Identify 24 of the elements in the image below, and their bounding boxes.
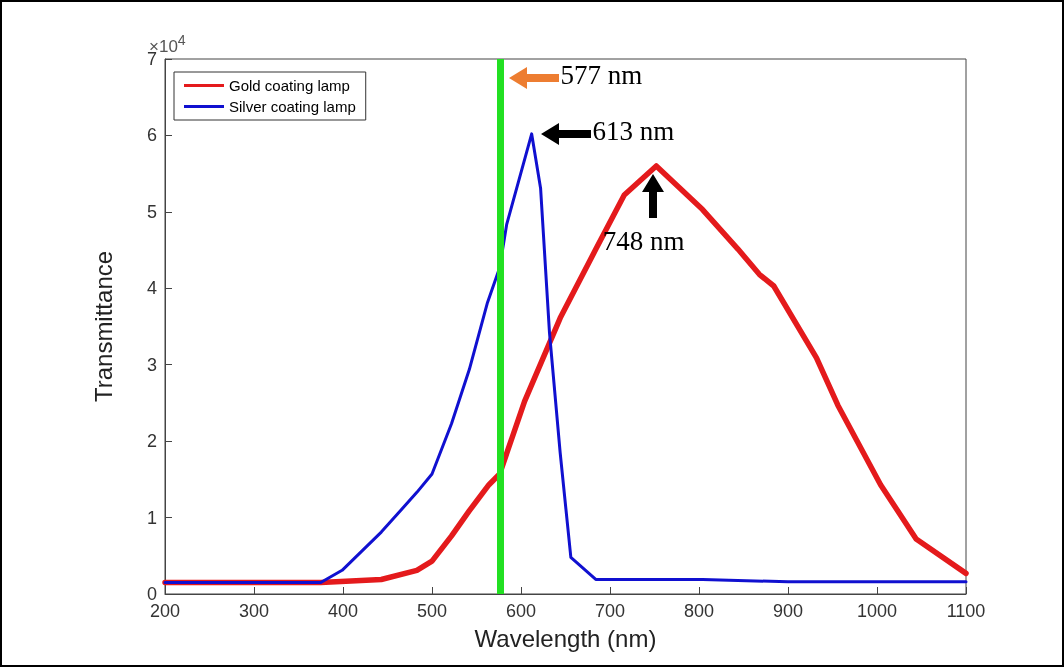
annotation: 748 nm — [602, 226, 685, 257]
annotation: 577 nm — [560, 60, 643, 92]
y-tick-label: 1 — [146, 507, 157, 528]
x-tick-label: 700 — [594, 601, 626, 621]
x-tick-label: 1000 — [856, 601, 898, 621]
x-tick-label: 900 — [772, 601, 804, 621]
y-tick-label: 3 — [146, 354, 157, 375]
y-tick-label: 5 — [146, 201, 157, 222]
legend-label: Silver coating lamp — [229, 98, 356, 115]
y-tick-label: 6 — [146, 125, 157, 146]
y-tick-label: 2 — [146, 431, 157, 452]
annotation: 613 nm — [592, 115, 675, 147]
x-tick-label: 600 — [505, 601, 537, 621]
x-tick-label: 1100 — [946, 601, 986, 621]
x-tick-label: 800 — [683, 601, 715, 621]
y-tick-label: 0 — [146, 584, 157, 604]
x-tick-label: 200 — [149, 601, 181, 621]
y-axis-title: Transmittance — [89, 250, 117, 403]
legend-label: Gold coating lamp — [229, 77, 350, 94]
y-tick-label: 4 — [146, 278, 157, 299]
x-tick-label: 400 — [327, 601, 359, 621]
x-axis-title: Wavelength (nm) — [474, 624, 657, 652]
x-tick-label: 500 — [416, 601, 448, 621]
x-tick-label: 300 — [238, 601, 270, 621]
